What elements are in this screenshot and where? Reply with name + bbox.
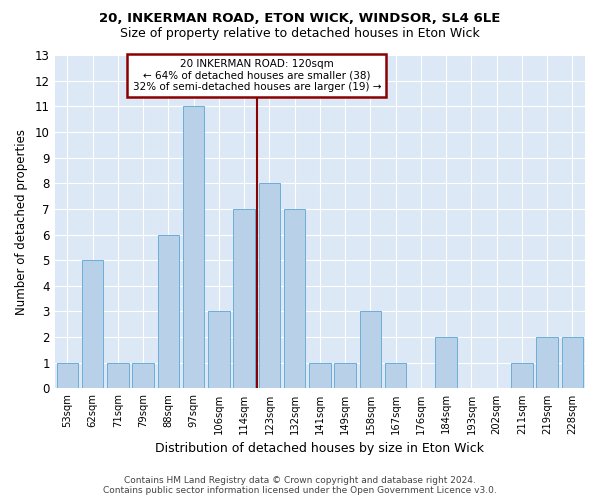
Text: 20 INKERMAN ROAD: 120sqm
← 64% of detached houses are smaller (38)
32% of semi-d: 20 INKERMAN ROAD: 120sqm ← 64% of detach…	[133, 59, 381, 92]
Bar	[259, 183, 280, 388]
Text: Contains public sector information licensed under the Open Government Licence v3: Contains public sector information licen…	[103, 486, 497, 495]
X-axis label: Distribution of detached houses by size in Eton Wick: Distribution of detached houses by size …	[155, 442, 484, 455]
Bar	[82, 260, 103, 388]
Bar	[511, 363, 533, 388]
Text: Contains HM Land Registry data © Crown copyright and database right 2024.: Contains HM Land Registry data © Crown c…	[124, 476, 476, 485]
Bar	[158, 234, 179, 388]
Bar	[208, 312, 230, 388]
Bar	[183, 106, 205, 388]
Bar	[334, 363, 356, 388]
Bar	[436, 337, 457, 388]
Bar	[309, 363, 331, 388]
Bar	[536, 337, 558, 388]
Bar	[359, 312, 381, 388]
Bar	[284, 209, 305, 388]
Bar	[385, 363, 406, 388]
Bar	[133, 363, 154, 388]
Bar	[107, 363, 128, 388]
Text: 20, INKERMAN ROAD, ETON WICK, WINDSOR, SL4 6LE: 20, INKERMAN ROAD, ETON WICK, WINDSOR, S…	[100, 12, 500, 26]
Bar	[233, 209, 255, 388]
Y-axis label: Number of detached properties: Number of detached properties	[15, 128, 28, 314]
Bar	[562, 337, 583, 388]
Text: Size of property relative to detached houses in Eton Wick: Size of property relative to detached ho…	[120, 28, 480, 40]
Bar	[56, 363, 78, 388]
